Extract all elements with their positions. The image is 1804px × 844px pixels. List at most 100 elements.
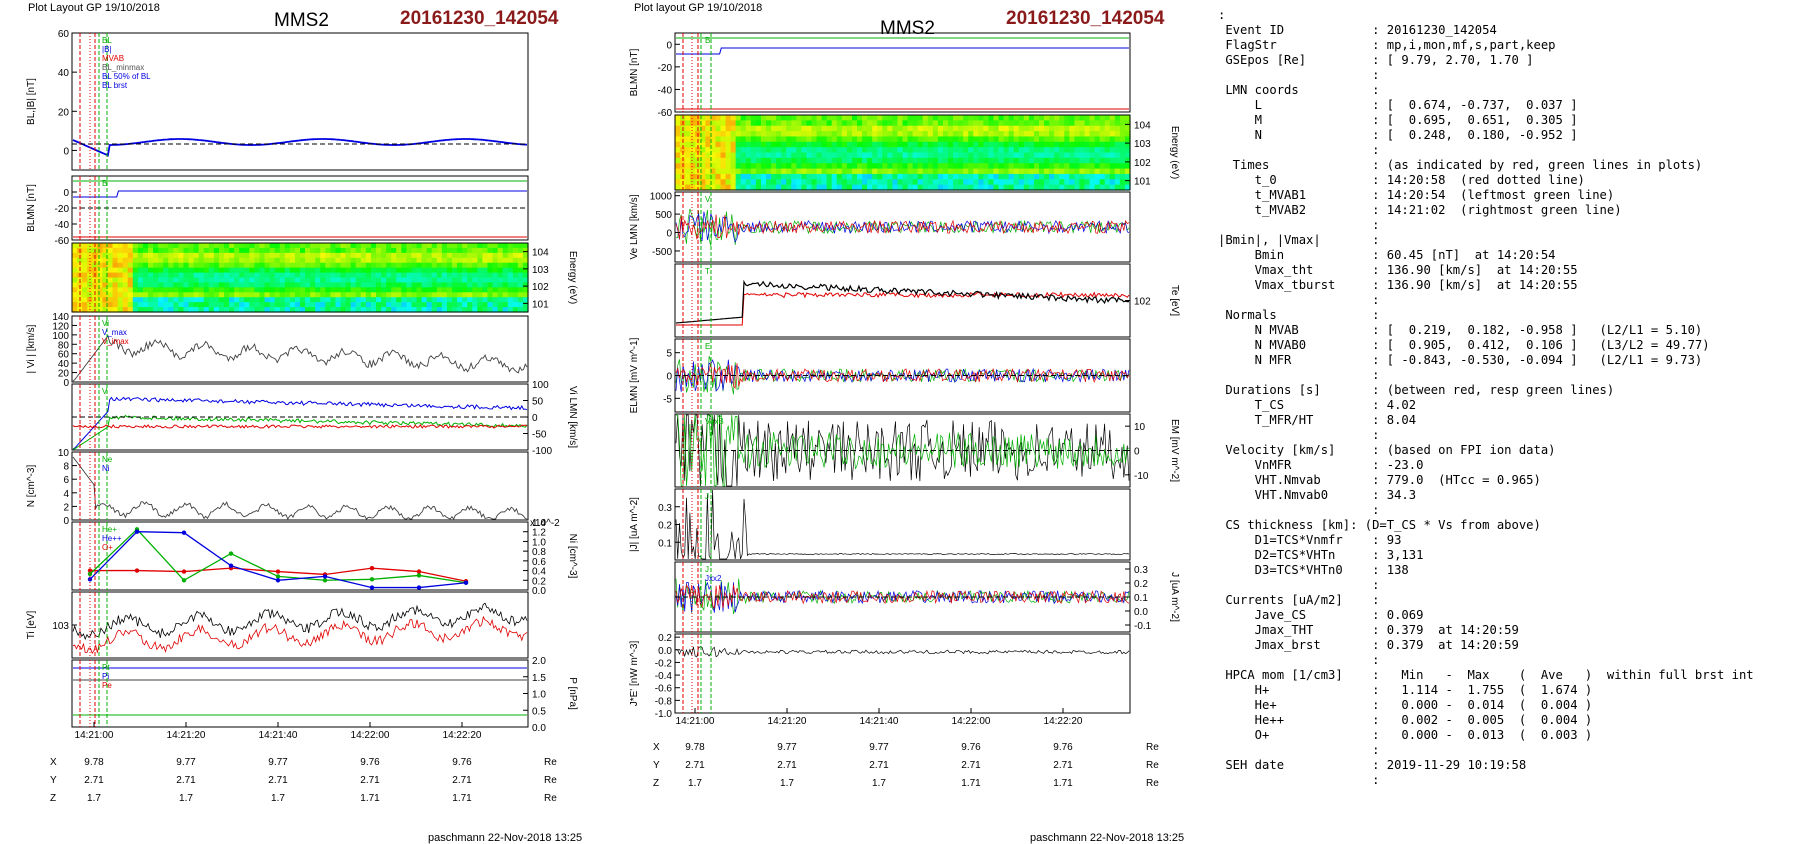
panel-N	[71, 451, 529, 521]
heatmap-cell	[112, 257, 119, 264]
heatmap-cell	[117, 282, 124, 288]
heatmap-cell	[877, 125, 883, 132]
heatmap-cell	[953, 184, 959, 191]
heatmap-cell	[675, 163, 681, 170]
heatmap-cell	[142, 277, 149, 284]
heatmap-cell	[897, 136, 904, 143]
heatmap-cell	[740, 147, 747, 154]
heatmap-cell	[1124, 147, 1131, 154]
heatmap-cell	[218, 262, 225, 269]
heatmap-cell	[188, 302, 195, 308]
heatmap-cell	[1033, 141, 1040, 148]
heatmap-cell	[715, 152, 722, 159]
heatmap-cell	[305, 262, 311, 269]
heatmap-cell	[1044, 184, 1050, 191]
heatmap-cell	[937, 147, 944, 154]
heatmap-cell	[391, 282, 397, 288]
heatmap-cell	[907, 168, 914, 175]
heatmap-cell	[791, 184, 797, 191]
heatmap-cell	[381, 292, 387, 298]
heatmap-cell	[877, 173, 883, 180]
series-line-ViLMN	[72, 414, 528, 450]
heatmap-cell	[188, 307, 195, 313]
heatmap-cell	[142, 292, 149, 298]
heatmap-cell	[1109, 141, 1116, 148]
heatmap-cell	[937, 120, 944, 127]
heatmap-cell	[436, 287, 443, 293]
heatmap-cell	[517, 243, 524, 249]
heatmap-cell	[922, 147, 929, 154]
heatmap-cell	[345, 307, 352, 313]
heatmap-cell	[320, 277, 326, 284]
heatmap-cell	[112, 292, 119, 298]
heatmap-cell	[158, 287, 164, 293]
heatmap-cell	[264, 287, 271, 293]
heatmap-cell	[315, 307, 321, 313]
heatmap-cell	[502, 292, 509, 298]
heatmap-cell	[279, 302, 286, 308]
heatmap-cell	[816, 179, 823, 186]
heatmap-cell	[755, 125, 762, 132]
heatmap-cell	[720, 168, 727, 175]
heatmap-cell	[1028, 136, 1035, 143]
heatmap-cell	[467, 257, 473, 264]
heatmap-cell	[705, 168, 711, 175]
heatmap-cell	[1099, 173, 1106, 180]
heatmap-cell	[421, 267, 428, 274]
heatmap-cell	[776, 120, 782, 127]
heatmap-cell	[710, 163, 717, 170]
heatmap-cell	[953, 131, 959, 138]
heatmap-cell	[148, 272, 154, 279]
heatmap-cell	[720, 136, 727, 143]
ephemeris-label: Z	[50, 793, 56, 804]
heatmap-cell	[396, 287, 402, 293]
heatmap-cell	[922, 131, 929, 138]
heatmap-cell	[497, 257, 504, 264]
heatmap-cell	[168, 307, 174, 313]
heatmap-cell	[376, 257, 382, 264]
heatmap-cell	[1094, 131, 1101, 138]
heatmap-cell	[766, 141, 772, 148]
heatmap-cell	[274, 287, 281, 293]
panel-BLMN	[71, 175, 529, 241]
heatmap-cell	[284, 292, 291, 298]
heatmap-cell	[213, 282, 220, 288]
heatmap-cell	[365, 247, 372, 254]
heatmap-cell	[836, 163, 843, 170]
heatmap-cell	[345, 252, 352, 259]
panel-EM	[674, 413, 1131, 488]
ytick-label-Vi: 0	[63, 378, 69, 389]
heatmap-cell	[771, 163, 777, 170]
heatmap-cell	[350, 307, 357, 313]
heatmap-cell	[993, 120, 1000, 127]
heatmap-cell	[234, 262, 240, 269]
heatmap-cell	[502, 267, 509, 274]
heatmap-cell	[750, 125, 757, 132]
heatmap-cell	[730, 168, 737, 175]
heatmap-cell	[102, 272, 109, 279]
heatmap-cell	[978, 163, 984, 170]
heatmap-cell	[771, 120, 777, 127]
heatmap-cell	[107, 272, 114, 279]
heatmap-cell	[163, 262, 169, 269]
heatmap-cell	[978, 115, 984, 121]
heatmap-cell	[796, 168, 802, 175]
ytick-label-BLMN_m: 0	[666, 40, 672, 51]
heatmap-cell	[137, 262, 144, 269]
heatmap-cell	[416, 257, 423, 264]
heatmap-cell	[1044, 152, 1050, 159]
heatmap-cell	[846, 115, 853, 121]
heatmap-cell	[401, 267, 407, 274]
heatmap-cell	[1008, 141, 1015, 148]
heatmap-cell	[760, 120, 767, 127]
heatmap-cell	[740, 131, 747, 138]
heatmap-cell	[97, 243, 103, 249]
heatmap-cell	[1119, 157, 1126, 164]
heatmap-cell	[771, 168, 777, 175]
heatmap-cell	[1049, 120, 1055, 127]
ylabel-Vi: | Vi | [km/s]	[26, 324, 37, 373]
heatmap-cell	[1028, 173, 1035, 180]
heatmap-cell	[1089, 147, 1096, 154]
heatmap-cell	[907, 179, 914, 186]
heatmap-cell	[436, 302, 443, 308]
